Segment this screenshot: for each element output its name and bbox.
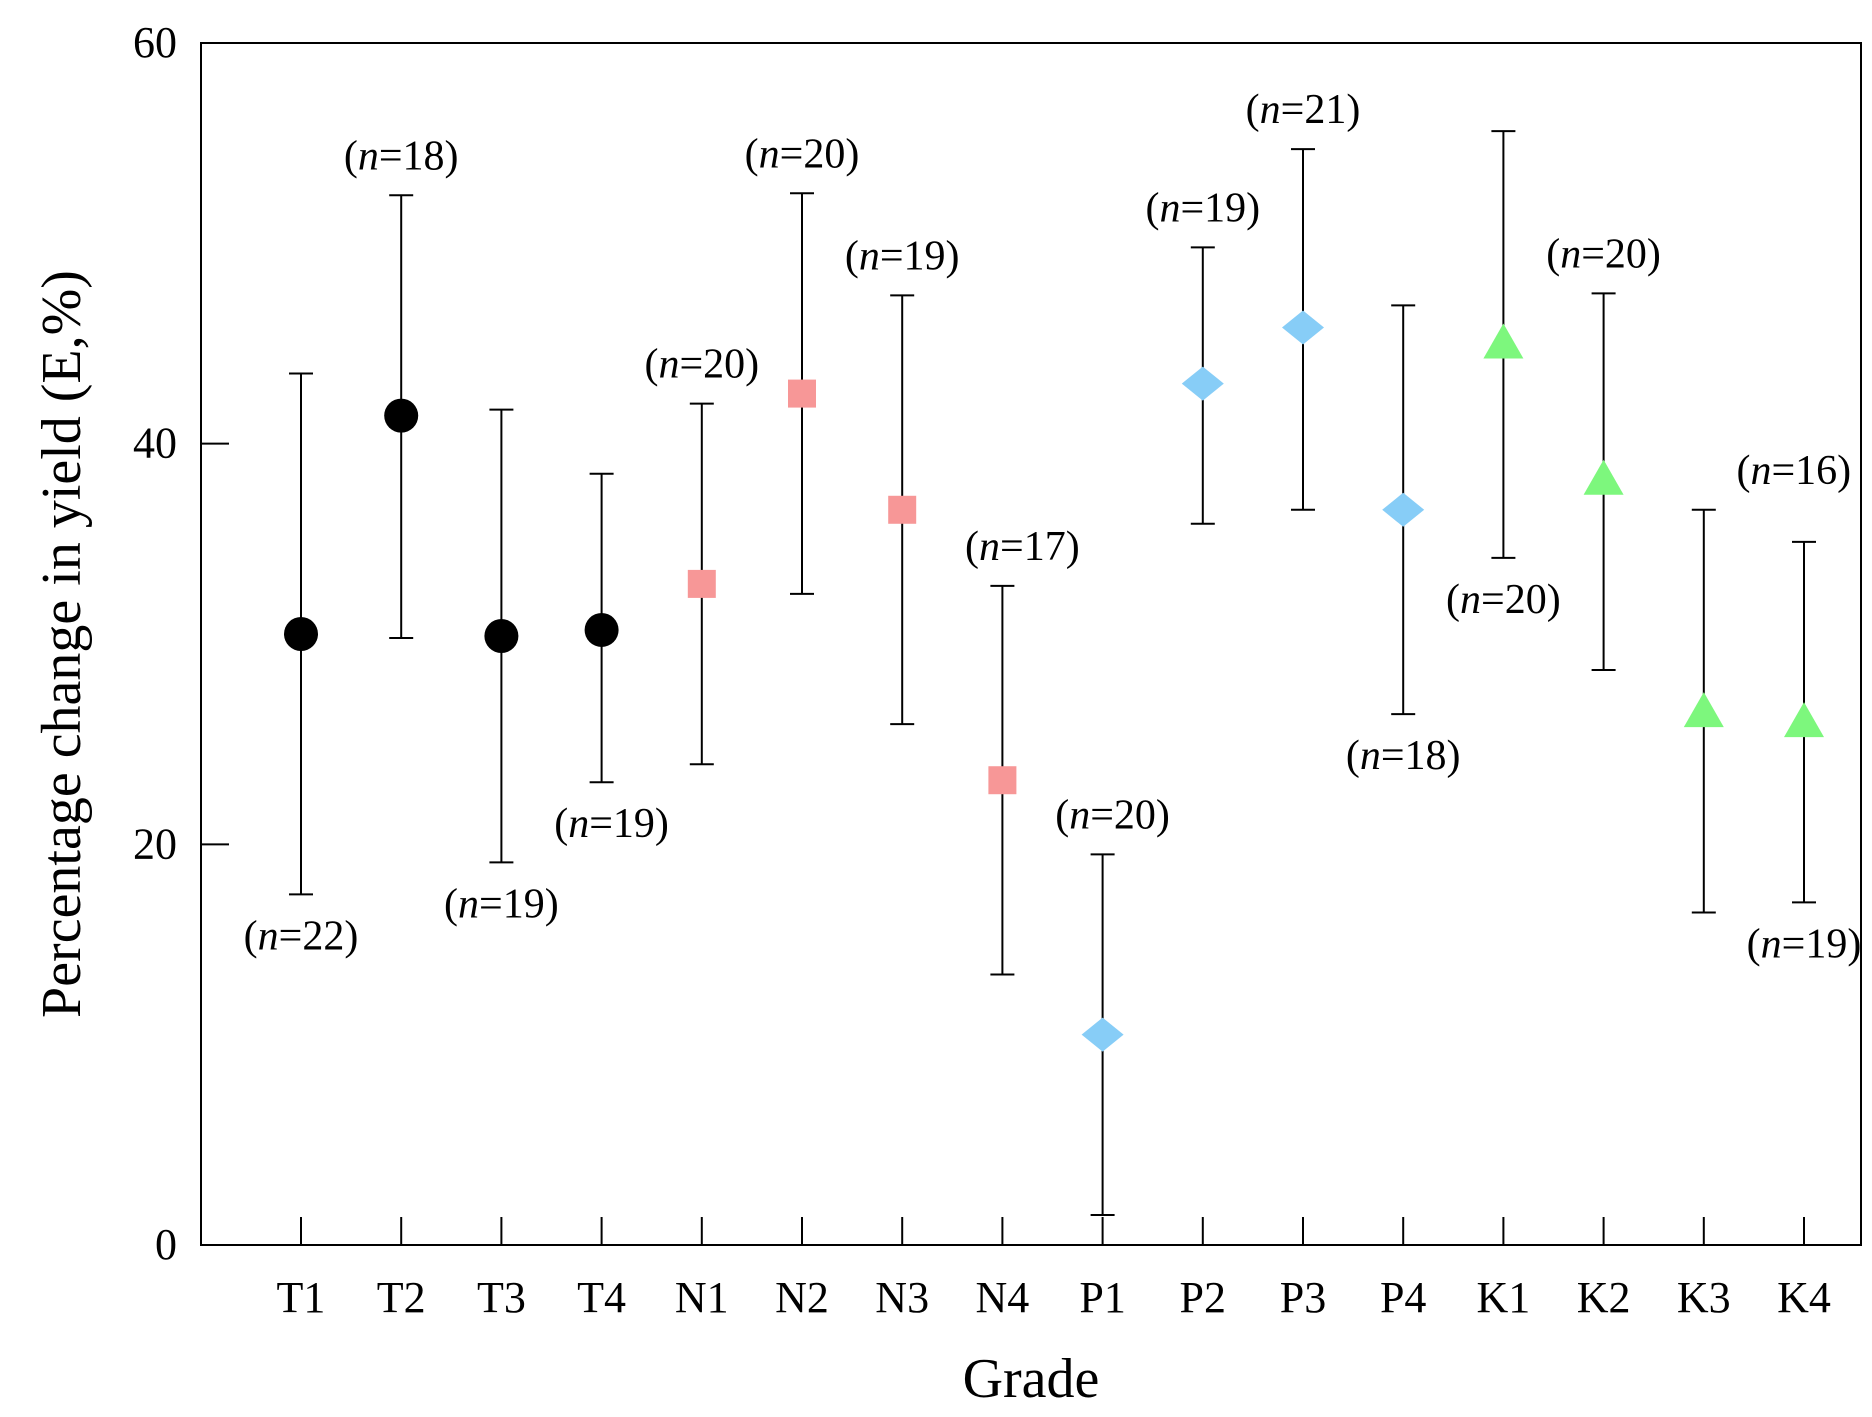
sample-size-label: (n=20) bbox=[644, 342, 759, 388]
x-tick-label: P3 bbox=[1280, 1273, 1326, 1322]
x-tick-label: N4 bbox=[976, 1273, 1030, 1322]
x-axis: T1 T2 T3 T4 N1 N2 N3 N4 P1 P2 P3 P4 K1 K2 K3 K4 bbox=[277, 1217, 1831, 1322]
x-tick-label: P1 bbox=[1079, 1273, 1125, 1322]
sample-size-label: (n=20) bbox=[1446, 577, 1561, 623]
data-point-K4 bbox=[1784, 702, 1824, 738]
x-tick-label: N3 bbox=[875, 1273, 929, 1322]
sample-size-label: (n=20) bbox=[745, 131, 860, 177]
sample-size-label: (n=17) bbox=[965, 524, 1080, 570]
sample-size-label: (n=22) bbox=[244, 913, 359, 959]
data-point-P4 bbox=[1382, 492, 1425, 527]
x-tick-label: T3 bbox=[477, 1273, 526, 1322]
y-tick-label: 60 bbox=[133, 18, 177, 67]
sample-size-label: (n=19) bbox=[554, 801, 669, 847]
data-point-T3 bbox=[484, 618, 519, 653]
data-point-P3 bbox=[1282, 310, 1324, 345]
y-tick-label: 20 bbox=[133, 819, 177, 868]
data-point-K1 bbox=[1483, 323, 1524, 359]
data-point-K2 bbox=[1583, 459, 1624, 495]
data-point-N2 bbox=[788, 379, 816, 408]
y-axis: 0 20 40 60 bbox=[133, 18, 229, 1269]
data-markers bbox=[284, 310, 1824, 1052]
sample-size-label: (n=18) bbox=[344, 133, 459, 179]
x-tick-label: N2 bbox=[775, 1273, 829, 1322]
sample-size-label: (n=20) bbox=[1546, 231, 1661, 277]
x-tick-label: K3 bbox=[1677, 1273, 1731, 1322]
data-point-P2 bbox=[1181, 366, 1224, 401]
sample-size-label: (n=18) bbox=[1346, 733, 1461, 779]
data-point-T2 bbox=[384, 398, 419, 433]
sample-size-label: (n=20) bbox=[1055, 792, 1170, 838]
data-point-N3 bbox=[888, 495, 917, 524]
data-point-P1 bbox=[1081, 1017, 1124, 1052]
data-point-T4 bbox=[584, 612, 619, 647]
x-axis-title: Grade bbox=[963, 1348, 1100, 1410]
x-tick-label: T4 bbox=[577, 1273, 626, 1322]
x-tick-label: K4 bbox=[1777, 1273, 1831, 1322]
data-point-N4 bbox=[988, 766, 1017, 795]
sample-size-labels: (n=22) (n=18) (n=19) (n=19) (n=20) (n=20) (n=1… bbox=[244, 87, 1862, 967]
data-point-K3 bbox=[1683, 692, 1724, 728]
sample-size-label: (n=21) bbox=[1246, 87, 1361, 133]
data-point-T1 bbox=[284, 616, 318, 651]
x-tick-label: N1 bbox=[675, 1273, 729, 1322]
x-tick-label: K1 bbox=[1477, 1273, 1531, 1322]
x-tick-label: P4 bbox=[1380, 1273, 1426, 1322]
error-bars bbox=[289, 130, 1816, 1216]
x-tick-label: T2 bbox=[377, 1273, 426, 1322]
plot-frame bbox=[200, 42, 1862, 1246]
y-axis-title: Percentage change in yield (E,%) bbox=[31, 270, 93, 1018]
x-tick-label: K2 bbox=[1577, 1273, 1631, 1322]
y-tick-label: 0 bbox=[155, 1220, 177, 1269]
sample-size-label: (n=19) bbox=[444, 881, 559, 927]
x-tick-label: P2 bbox=[1180, 1273, 1226, 1322]
sample-size-label: (n=19) bbox=[1145, 185, 1260, 231]
sample-size-label: (n=19) bbox=[1747, 921, 1862, 967]
sample-size-label: (n=19) bbox=[845, 233, 960, 279]
y-tick-label: 40 bbox=[133, 419, 177, 468]
x-tick-label: T1 bbox=[277, 1273, 326, 1322]
data-point-N1 bbox=[687, 569, 716, 598]
sample-size-label: (n=16) bbox=[1736, 448, 1851, 494]
